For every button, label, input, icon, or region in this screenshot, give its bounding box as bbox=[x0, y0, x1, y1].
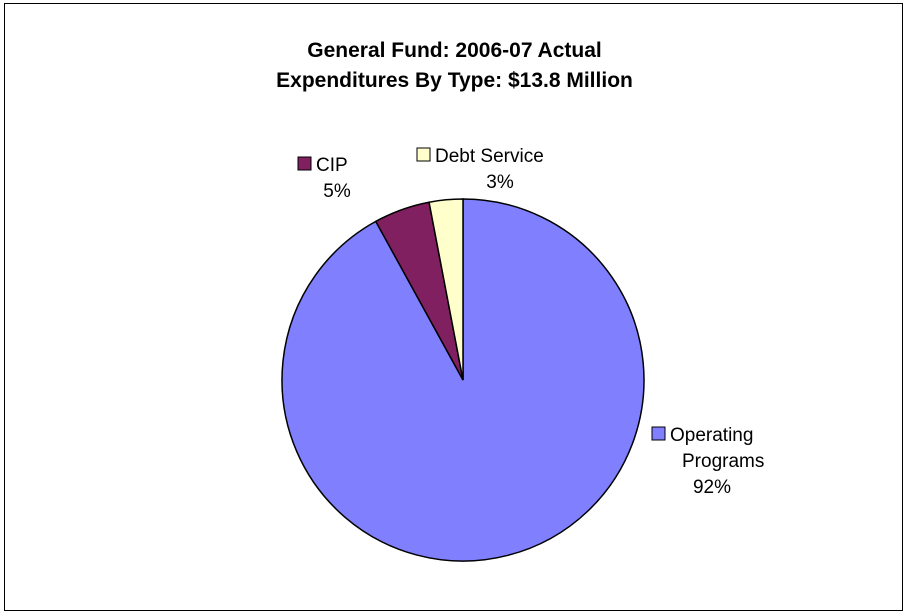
slice-label-debt-service: Debt Service bbox=[435, 146, 544, 167]
legend-key-operating-programs bbox=[651, 426, 666, 441]
slice-label-operating-programs: Programs bbox=[682, 451, 764, 472]
legend-key-debt-service bbox=[416, 147, 431, 162]
chart-title: General Fund: 2006-07 Actual bbox=[307, 39, 602, 62]
slice-percent-operating-programs: 92% bbox=[693, 477, 731, 498]
slice-percent-cip: 5% bbox=[323, 181, 351, 202]
slice-label-operating-programs: Operating bbox=[670, 425, 753, 446]
pie-slice-debt-service bbox=[428, 198, 464, 381]
slice-label-cip: CIP bbox=[316, 155, 348, 176]
chart-title-block: General Fund: 2006-07 Actual Expenditure… bbox=[0, 36, 909, 96]
chart-subtitle: Expenditures By Type: $13.8 Million bbox=[276, 69, 633, 92]
slice-percent-debt-service: 3% bbox=[486, 172, 514, 193]
legend-key-cip bbox=[297, 156, 312, 171]
